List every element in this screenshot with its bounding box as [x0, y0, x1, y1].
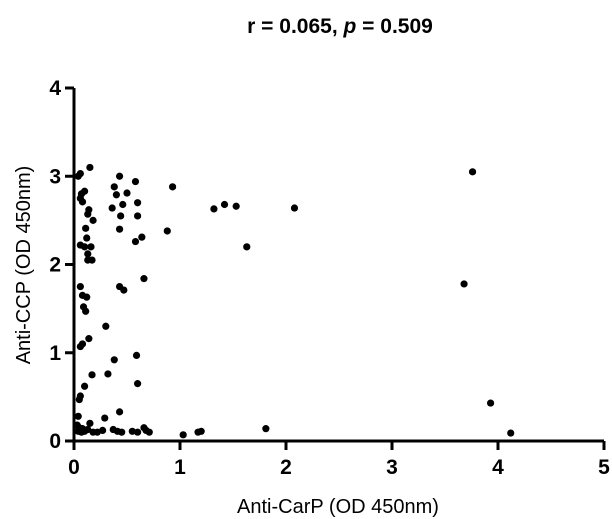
data-point — [197, 427, 205, 435]
data-point — [81, 187, 89, 195]
data-point — [131, 177, 140, 186]
data-point — [86, 163, 94, 172]
data-point — [460, 280, 468, 288]
data-point — [85, 335, 93, 343]
data-point — [134, 428, 142, 436]
data-point — [81, 382, 89, 390]
chart-title-r: r = 0.065, — [247, 15, 343, 38]
data-point — [119, 200, 127, 209]
data-point — [132, 351, 141, 359]
data-point — [102, 322, 110, 330]
data-point — [89, 216, 97, 224]
data-point — [110, 356, 118, 364]
data-point — [168, 183, 177, 191]
data-point — [140, 275, 148, 283]
y-tick-label: 3 — [49, 165, 61, 188]
data-point — [76, 170, 84, 178]
data-point — [88, 256, 96, 264]
tick-labels: 0 1 2 3 4 5 0 1 2 3 4 — [49, 77, 610, 479]
x-tick-label: 4 — [492, 456, 504, 479]
data-point — [507, 429, 515, 437]
y-tick-label: 0 — [49, 430, 61, 453]
data-point — [101, 414, 109, 422]
data-point — [128, 427, 136, 435]
data-point — [131, 237, 140, 246]
chart-title: r = 0.065, p = 0.509 — [247, 15, 433, 38]
data-point — [74, 412, 82, 420]
data-point — [82, 224, 90, 232]
data-point — [220, 200, 229, 209]
data-point — [81, 427, 89, 435]
chart-title-p: = 0.509 — [356, 15, 432, 38]
data-point — [145, 428, 153, 436]
data-point — [243, 243, 251, 251]
y-tick-label: 2 — [49, 254, 61, 277]
data-point — [88, 371, 96, 379]
data-points — [73, 163, 515, 439]
y-tick-label: 1 — [49, 342, 61, 365]
data-point — [110, 183, 118, 191]
x-axis-label: Anti-CarP (OD 450nm) — [237, 496, 439, 518]
data-point — [179, 431, 187, 439]
x-tick-label: 0 — [68, 456, 80, 479]
data-point — [120, 286, 128, 294]
data-point — [290, 204, 299, 212]
x-tick-label: 5 — [598, 456, 610, 479]
x-tick-label: 2 — [280, 456, 292, 479]
data-point — [210, 205, 218, 213]
x-tick-label: 1 — [174, 456, 186, 479]
data-point — [83, 234, 91, 242]
data-point — [134, 199, 142, 207]
data-point — [134, 380, 142, 388]
data-point — [118, 428, 126, 436]
data-point — [115, 225, 124, 233]
data-point — [81, 243, 89, 251]
data-point — [486, 399, 495, 407]
data-point — [115, 172, 124, 180]
data-point — [108, 204, 116, 212]
data-point — [262, 425, 270, 433]
data-point — [84, 210, 92, 218]
data-point — [134, 212, 142, 220]
data-point — [112, 191, 120, 199]
data-point — [86, 419, 94, 427]
data-point — [75, 395, 83, 404]
axes — [65, 86, 606, 450]
data-point — [138, 233, 146, 241]
data-point — [83, 293, 91, 301]
data-point — [76, 342, 84, 351]
data-point — [87, 243, 95, 251]
data-point — [99, 426, 107, 435]
data-point — [163, 227, 171, 235]
data-point — [468, 168, 477, 176]
data-point — [117, 212, 125, 220]
data-point — [78, 198, 87, 206]
data-point — [232, 202, 240, 210]
data-point — [76, 282, 84, 291]
chart-title-p-symbol: p — [343, 15, 357, 38]
data-point — [123, 189, 131, 197]
y-tick-label: 4 — [49, 77, 61, 100]
data-point — [84, 250, 92, 258]
x-tick-label: 3 — [386, 456, 398, 479]
y-axis-label: Anti-CCP (OD 450nm) — [13, 166, 35, 365]
data-point — [104, 370, 112, 378]
data-point — [115, 408, 124, 416]
data-point — [82, 307, 90, 315]
